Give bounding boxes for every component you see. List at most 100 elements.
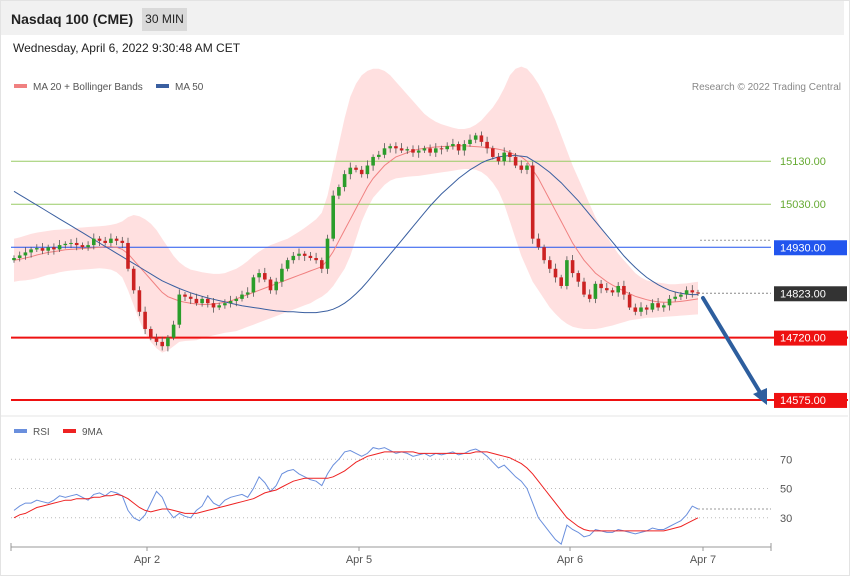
candle-body (291, 255, 296, 261)
candle-body (154, 337, 159, 342)
pivot-level-label: 14930.00 (780, 242, 826, 254)
candle-body (302, 253, 307, 256)
candle-body (308, 255, 313, 259)
candle-body (576, 273, 581, 282)
candle-body (530, 165, 535, 239)
candle-body (536, 238, 541, 248)
candle-body (17, 255, 22, 259)
candle-body (690, 290, 695, 293)
support-level-label: 14575.00 (780, 395, 826, 407)
last-level-label: 14823.00 (780, 288, 826, 300)
candle-body (599, 283, 603, 289)
candle-body (206, 298, 210, 304)
candle-body (382, 148, 387, 155)
candle-body (251, 277, 256, 293)
candle-body (120, 240, 125, 243)
rsi-tick-label: 30 (780, 513, 792, 525)
candle-body (479, 135, 484, 142)
candle-body (320, 260, 324, 269)
candle-body (131, 268, 136, 291)
candle-body (29, 249, 33, 253)
ma20-legend-label: MA 20 + Bollinger Bands (33, 82, 143, 93)
rsi-line (13, 447, 699, 545)
candle-body (331, 195, 335, 239)
candle-body (217, 305, 221, 308)
candle-body (468, 139, 472, 145)
candle-body (605, 288, 609, 291)
candle-body (485, 141, 489, 149)
x-tick-label: Apr 5 (346, 554, 372, 566)
level-labels: 15130.00 15030.00 14930.00 14823.00 14720.00… (774, 156, 847, 408)
header-bar: Nasdaq 100 (CME) 30 MIN (1, 1, 844, 35)
candle-body (416, 150, 421, 153)
candle-body (519, 165, 524, 170)
timeframe-badge[interactable]: 30 MIN (142, 8, 187, 31)
candle-body (23, 252, 28, 256)
candle-body (582, 281, 586, 295)
ma20-legend-swatch (14, 84, 27, 88)
candle-body (257, 273, 261, 278)
candle-body (223, 303, 227, 306)
candle-body (234, 298, 239, 302)
candle-body (662, 305, 666, 308)
candle-body (69, 242, 73, 244)
candle-body (342, 174, 347, 188)
candle-body (348, 167, 353, 175)
candle-body (422, 148, 427, 151)
candle-body (35, 248, 39, 250)
candle-body (633, 307, 638, 312)
candle-body (587, 294, 592, 299)
candle-body (200, 298, 204, 304)
candle-body (451, 144, 455, 147)
candle-body (565, 260, 569, 286)
candle-body (245, 292, 250, 295)
candle-body (285, 260, 290, 269)
candle-body (639, 307, 643, 312)
candle-body (74, 242, 79, 246)
rsi-legend-label: RSI (33, 427, 50, 438)
candle-body (570, 260, 575, 274)
candle-body (462, 144, 467, 151)
candle-body (97, 238, 102, 241)
candle-body (359, 169, 364, 175)
candle-body (553, 268, 558, 278)
candle-body (103, 240, 107, 243)
candle-body (280, 268, 284, 282)
candle-body (405, 149, 410, 151)
candle-body (644, 307, 649, 310)
candle-body (491, 148, 495, 157)
candle-body (240, 294, 244, 299)
credit-text: Research © 2022 Trading Central (692, 82, 841, 93)
candle-body (314, 258, 318, 261)
candle-body (263, 273, 267, 280)
candle-body (92, 238, 96, 246)
rsi-tick-label: 70 (780, 454, 792, 466)
candle-body (559, 277, 563, 286)
rsi-ma-legend-label: 9MA (82, 427, 103, 438)
candle-body (667, 298, 672, 306)
support-label-bg (774, 392, 847, 408)
candle-body (40, 248, 45, 251)
candle-body (428, 148, 432, 153)
candle-body (508, 152, 512, 157)
candle-body (502, 152, 506, 162)
support-label-bg (774, 330, 847, 346)
candle-body (473, 135, 478, 140)
candle-body (656, 303, 660, 308)
rsi-tick-label: 50 (780, 484, 792, 496)
candle-body (627, 294, 632, 308)
support-level-label: 14720.00 (780, 333, 826, 345)
candle-body (337, 187, 341, 196)
candle-body (439, 148, 444, 150)
candle-body (46, 247, 50, 251)
candle-body (388, 146, 392, 149)
candle-body (194, 298, 199, 304)
candle-body (456, 144, 461, 151)
candle-body (610, 290, 615, 293)
ma50-legend-swatch (156, 84, 169, 88)
candle-body (137, 290, 142, 312)
candle-body (434, 148, 438, 153)
bollinger-band-area (14, 66, 698, 353)
candle-body (183, 294, 187, 297)
